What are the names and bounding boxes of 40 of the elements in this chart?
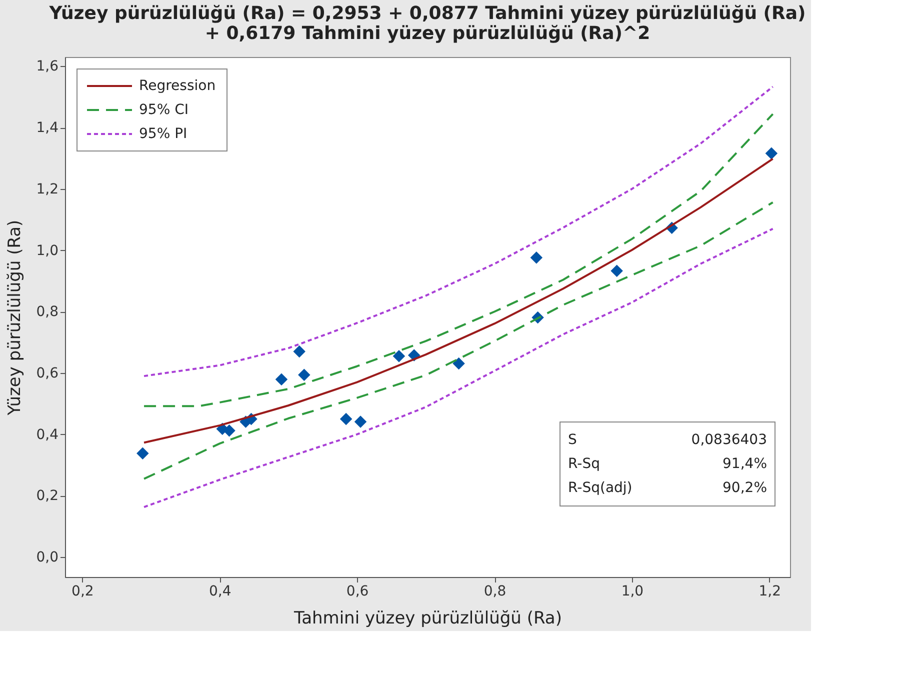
- point: [610, 264, 623, 277]
- y-axis-title: Yüzey pürüzlülüğü (Ra): [5, 220, 26, 416]
- line-series: [143, 201, 774, 480]
- point: [136, 447, 149, 460]
- point: [340, 412, 352, 426]
- legend-label: Regression: [139, 78, 216, 94]
- y-tick-label: 0,8: [36, 304, 58, 320]
- x-axis-title: Tahmini yüzey pürüzlülüğü (Ra): [293, 608, 562, 628]
- point: [765, 147, 778, 160]
- annotation: R-Sq: [568, 456, 600, 472]
- x-tick-label: 0,4: [208, 584, 232, 600]
- x-tick-label: 0,6: [346, 584, 369, 600]
- point: [354, 416, 367, 428]
- annotation: 0,0836403: [691, 432, 767, 448]
- y-tick-label: 1,4: [36, 120, 59, 136]
- annotation: 90,2%: [722, 480, 767, 496]
- y-tick-label: 0,0: [36, 550, 58, 566]
- legend-label: 95% PI: [139, 126, 188, 142]
- annotation: 91,4%: [722, 456, 767, 472]
- y-tick-label: 1,2: [36, 181, 58, 198]
- y-tick-label: 1,6: [36, 58, 59, 75]
- annotation: S: [568, 432, 577, 448]
- y-tick-label: 1,0: [36, 242, 58, 259]
- point: [392, 350, 406, 362]
- y-tick-label: 0,6: [36, 365, 59, 382]
- point: [530, 252, 543, 264]
- x-tick-label: 0,2: [72, 584, 94, 600]
- point: [452, 357, 465, 370]
- annotation: R-Sq(adj): [568, 480, 632, 496]
- line-series: [143, 228, 774, 508]
- x-tick-label: 1,0: [621, 584, 644, 600]
- x-tick-label: 0,8: [484, 584, 506, 600]
- y-tick-label: 0,4: [36, 426, 59, 443]
- chart-title: Yüzey pürüzlülüğü (Ra) = 0,2953 + 0,0877 Tahmini yüzey pürüzlülüğü (Ra) + 0,6179 Tahmini yüzey pürüzlülüğü (Ra)^2: [48, 3, 806, 44]
- y-tick-label: 0,2: [36, 488, 58, 504]
- point: [293, 345, 306, 358]
- point: [298, 368, 310, 381]
- x-tick-label: 1,2: [758, 584, 782, 600]
- point: [275, 373, 288, 386]
- legend-label: 95% CI: [139, 102, 188, 118]
